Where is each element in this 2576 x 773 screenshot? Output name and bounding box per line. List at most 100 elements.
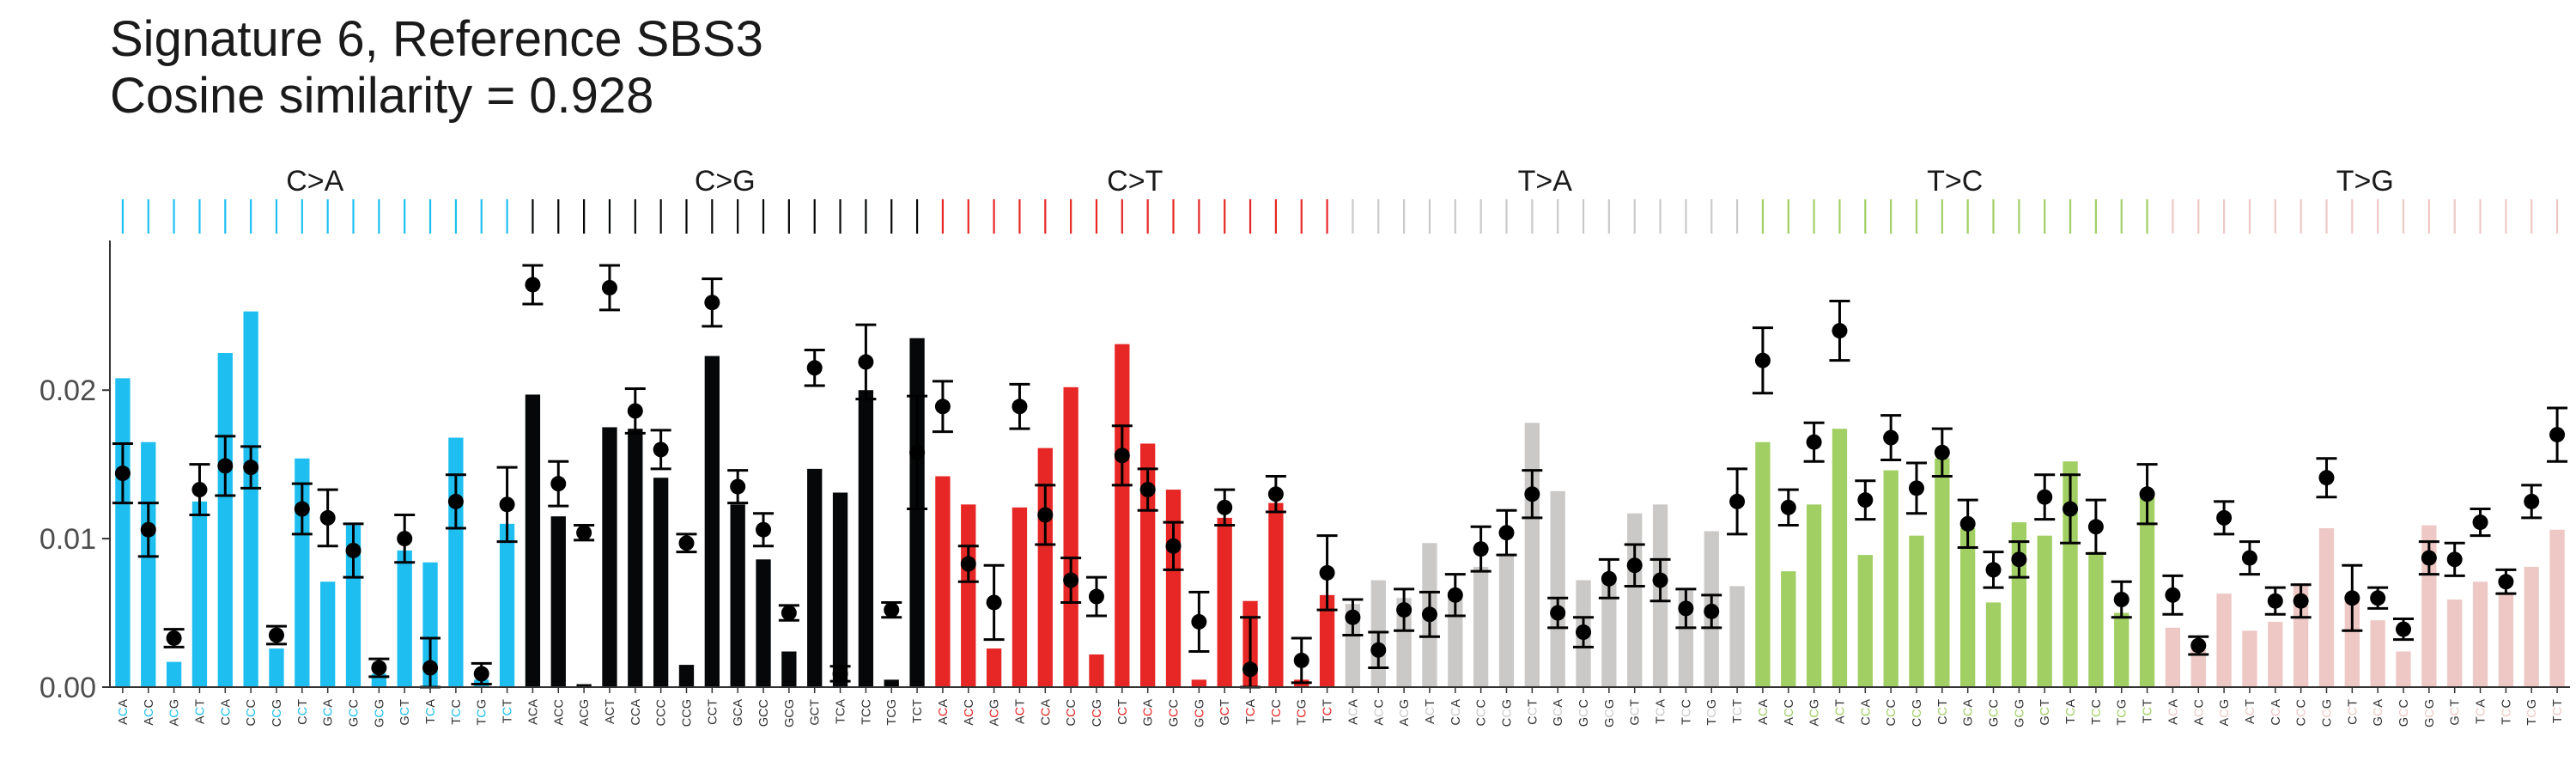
point-T-to-A-ACA — [1345, 609, 1361, 625]
point-T-to-G-TCG — [2524, 493, 2540, 509]
bar-T-to-G-TCG — [2524, 566, 2539, 687]
bar-C-to-T-ACA — [935, 476, 951, 687]
point-T-to-C-GCT — [2037, 489, 2053, 505]
point-T-to-G-GCT — [2446, 551, 2463, 568]
x-tick-label-T-to-G-ACA: ACA — [2166, 699, 2180, 725]
bar-C-to-G-ACG — [576, 684, 592, 687]
x-tick-label-T-to-G-GCG: GCG — [2423, 699, 2437, 727]
x-tick-label-T-to-C-CCG: CCG — [1911, 699, 1924, 727]
point-C-to-G-GCG — [781, 605, 797, 621]
bar-T-to-G-CCC — [2293, 582, 2309, 687]
bar-C-to-G-GCC — [756, 559, 771, 687]
x-tick-label-T-to-C-ACC: ACC — [1783, 699, 1796, 726]
x-tick-label-T-to-G-TCG: TCG — [2525, 699, 2539, 726]
point-T-to-G-TCC — [2498, 574, 2514, 590]
point-T-to-G-GCC — [2396, 621, 2412, 637]
bar-T-to-C-GCC — [1985, 602, 2002, 687]
x-tick-label-C-to-T-ACG: ACG — [988, 699, 1002, 726]
bar-C-to-G-ACT — [602, 427, 617, 687]
bar-T-to-A-GCT — [1627, 513, 1643, 687]
x-tick-label-C-to-G-TCG: TCG — [885, 699, 899, 726]
x-tick-label-C-to-G-GCT: GCT — [809, 699, 823, 726]
bar-T-to-C-CCC — [1883, 470, 1899, 687]
point-T-to-G-ACG — [2216, 509, 2233, 526]
x-tick-label-C-to-A-ACC: ACC — [143, 699, 156, 726]
x-tick-label-T-to-C-GCT: GCT — [2038, 699, 2052, 726]
bar-C-to-G-TCA — [832, 492, 848, 687]
bar-T-to-C-CCT — [1935, 458, 1950, 687]
bar-T-to-C-TCC — [2088, 551, 2104, 687]
x-tick-label-T-to-G-CCC: CCC — [2295, 699, 2309, 726]
bar-C-to-T-GCC — [1165, 490, 1182, 687]
bar-C-to-A-GCC — [345, 525, 361, 687]
x-tick-label-T-to-A-CCT: CCT — [1526, 699, 1540, 725]
x-tick-label-T-to-A-ACC: ACC — [1372, 699, 1386, 726]
x-tick-label-C-to-G-GCG: GCG — [783, 699, 797, 727]
point-C-to-A-ACC — [140, 521, 156, 538]
bar-T-to-G-CCT — [2344, 596, 2360, 687]
point-C-to-A-CCG — [268, 627, 284, 643]
x-tick-label-T-to-A-GCG: GCG — [1603, 699, 1617, 727]
bar-T-to-A-TCT — [1729, 586, 1745, 687]
x-tick-label-T-to-G-CCG: CCG — [2320, 699, 2334, 727]
x-tick-label-T-to-G-GCC: GCC — [2397, 699, 2411, 727]
bar-C-to-G-ACC — [550, 516, 566, 687]
point-T-to-A-CCG — [1498, 525, 1515, 541]
point-T-to-G-CCG — [2318, 470, 2335, 486]
bar-C-to-A-CCC — [243, 311, 258, 687]
bar-T-to-C-TCG — [2114, 612, 2129, 687]
x-tick-label-T-to-C-TCC: TCC — [2090, 699, 2104, 725]
point-T-to-G-CCA — [2267, 593, 2283, 609]
point-T-to-A-TCT — [1729, 493, 1746, 509]
bar-T-to-G-TCA — [2472, 581, 2488, 687]
x-tick-label-C-to-T-GCG: GCG — [1193, 699, 1206, 727]
bar-T-to-C-CCA — [1857, 555, 1873, 687]
bar-T-to-A-ACG — [1396, 598, 1412, 687]
x-tick-label-T-to-C-CCT: CCT — [1936, 699, 1950, 725]
point-C-to-T-TCC — [1267, 486, 1284, 502]
x-tick-label-T-to-G-GCA: GCA — [2372, 699, 2385, 727]
point-T-to-A-TCC — [1678, 600, 1694, 617]
x-tick-label-C-to-G-CCT: CCT — [706, 699, 720, 725]
x-tick-label-C-to-A-TCC: TCC — [450, 699, 464, 725]
bar-C-to-A-CCA — [217, 353, 233, 687]
x-tick-label-C-to-T-TCG: TCG — [1296, 699, 1309, 726]
bar-C-to-A-GCT — [397, 550, 412, 687]
x-tick-label-C-to-G-CCC: CCC — [655, 699, 669, 726]
point-C-to-G-CCT — [704, 295, 720, 311]
bar-T-to-A-ACA — [1345, 604, 1361, 687]
point-C-to-T-GCA — [1139, 482, 1156, 498]
point-T-to-C-TCG — [2113, 592, 2129, 607]
bar-T-to-G-ACG — [2216, 593, 2232, 687]
x-tick-label-T-to-C-ACT: ACT — [1833, 699, 1847, 724]
x-tick-label-C-to-G-GCA: GCA — [732, 699, 745, 727]
x-tick-label-C-to-A-CCC: CCC — [245, 699, 258, 726]
point-T-to-C-TCT — [2139, 486, 2155, 502]
bar-C-to-T-ACT — [1012, 507, 1028, 687]
point-T-to-G-CCC — [2293, 593, 2309, 609]
point-C-to-A-TCA — [422, 660, 439, 676]
point-C-to-T-TCA — [1242, 661, 1259, 678]
x-tick-label-C-to-A-GCT: GCT — [398, 699, 412, 726]
chart-subtitle: Cosine similarity = 0.928 — [110, 68, 654, 124]
x-tick-label-T-to-C-CCA: CCA — [1859, 699, 1873, 726]
x-tick-label-C-to-A-GCG: GCG — [373, 699, 386, 727]
x-tick-label-C-to-G-GCC: GCC — [757, 699, 771, 727]
bar-C-to-G-CCC — [653, 478, 669, 687]
point-T-to-C-TCA — [2063, 501, 2079, 517]
x-tick-label-C-to-G-CCG: CCG — [680, 699, 694, 727]
point-T-to-C-TCC — [2087, 519, 2104, 535]
point-C-to-A-CCT — [294, 501, 310, 517]
point-C-to-G-ACC — [550, 476, 567, 492]
x-tick-label-C-to-T-ACT: ACT — [1013, 699, 1027, 724]
bar-series — [115, 311, 2565, 687]
bar-C-to-T-TCT — [1319, 594, 1335, 687]
x-tick-label-C-to-T-CCG: CCG — [1091, 699, 1104, 727]
point-C-to-G-GCC — [756, 521, 772, 538]
x-tick-label-T-to-C-TCT: TCT — [2142, 699, 2155, 723]
strip-label-C-to-G: C>G — [695, 165, 756, 198]
bar-C-to-A-TCT — [499, 523, 515, 687]
point-T-to-G-CCT — [2344, 590, 2360, 606]
bar-C-to-T-GCT — [1217, 517, 1232, 687]
point-C-to-G-CCA — [627, 403, 643, 419]
